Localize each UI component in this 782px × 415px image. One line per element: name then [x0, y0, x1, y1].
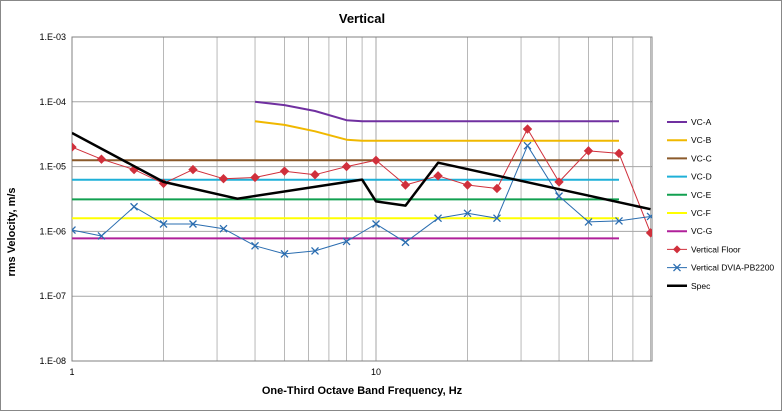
data-point: [188, 164, 198, 175]
data-point: [280, 249, 289, 258]
legend-label: Vertical Floor: [691, 244, 741, 254]
data-point: [400, 180, 411, 190]
legend-item: VC-F: [667, 208, 711, 218]
data-point: [310, 169, 320, 180]
data-point: [219, 224, 228, 233]
data-point: [251, 241, 259, 250]
data-point: [462, 180, 473, 190]
y-tick-label: 1.E-03: [39, 32, 66, 42]
data-point: [218, 174, 229, 184]
data-point: [584, 217, 593, 226]
data-point: [646, 212, 652, 221]
data-point: [130, 202, 139, 211]
legend-label: VC-G: [691, 226, 712, 236]
data-point: [250, 172, 260, 183]
data-point: [463, 209, 472, 218]
legend-label: VC-E: [691, 190, 712, 200]
series-vc-b: [254, 120, 619, 142]
data-point: [371, 155, 381, 166]
data-point: [522, 124, 533, 134]
y-axis-label: rms Velocity, m/s: [6, 187, 18, 276]
data-point: [433, 171, 443, 181]
legend-item: VC-G: [667, 226, 712, 236]
data-point: [615, 216, 623, 225]
data-point: [583, 146, 594, 156]
legend-item: VC-B: [667, 135, 712, 145]
series-layer: [72, 100, 652, 258]
x-axis-label: One-Third Octave Band Frequency, Hz: [262, 385, 463, 397]
legend-item: VC-E: [667, 190, 712, 200]
data-point: [96, 154, 107, 164]
legend-item: VC-A: [667, 117, 712, 127]
data-point: [492, 183, 502, 194]
data-point: [645, 228, 652, 238]
legend-item: VC-D: [667, 172, 712, 182]
series-line-vc-b: [254, 120, 619, 142]
data-point: [341, 161, 352, 172]
legend-marker: [673, 263, 681, 272]
legend-marker: [673, 245, 681, 254]
data-point: [555, 192, 563, 201]
legend-label: VC-D: [691, 172, 712, 182]
series-spec: [72, 131, 651, 211]
y-tick-label: 1.E-08: [39, 356, 66, 366]
data-point: [523, 141, 532, 150]
data-point: [159, 220, 168, 228]
data-point: [493, 214, 501, 223]
data-point: [311, 246, 319, 255]
legend-item: Vertical Floor: [667, 244, 741, 254]
legend-label: Spec: [691, 281, 711, 291]
y-tick-label: 1.E-04: [39, 97, 66, 107]
data-point: [554, 177, 564, 187]
legend-label: VC-A: [691, 117, 712, 127]
data-point: [72, 142, 77, 152]
y-tick-label: 1.E-05: [39, 162, 66, 172]
legend-label: VC-F: [691, 208, 711, 218]
y-tick-label: 1.E-07: [39, 291, 66, 301]
legend-label: VC-C: [691, 153, 712, 163]
data-point: [97, 232, 106, 240]
series-line-vc-a: [254, 100, 619, 123]
data-point: [279, 166, 290, 176]
data-point: [189, 220, 197, 228]
x-tick-label: 1: [69, 367, 74, 377]
chart-title: Vertical: [339, 11, 385, 26]
data-point: [434, 214, 443, 223]
series-vertical-floor: [72, 124, 652, 238]
series-line-spec: [72, 131, 651, 211]
legend-item: Spec: [667, 281, 711, 291]
data-point: [372, 220, 380, 228]
legend-label: Vertical DVIA-PB2200: [691, 263, 774, 273]
series-line-vertical-floor: [72, 128, 651, 233]
data-point: [342, 237, 351, 246]
series-vc-a: [254, 100, 619, 123]
x-tick-label: 10: [371, 367, 381, 377]
legend-item: Vertical DVIA-PB2200: [667, 263, 774, 273]
data-point: [72, 226, 76, 234]
y-tick-label: 1.E-06: [39, 226, 66, 236]
data-point: [401, 238, 410, 247]
data-point: [614, 148, 624, 159]
legend-label: VC-B: [691, 135, 712, 145]
legend-item: VC-C: [667, 153, 712, 163]
